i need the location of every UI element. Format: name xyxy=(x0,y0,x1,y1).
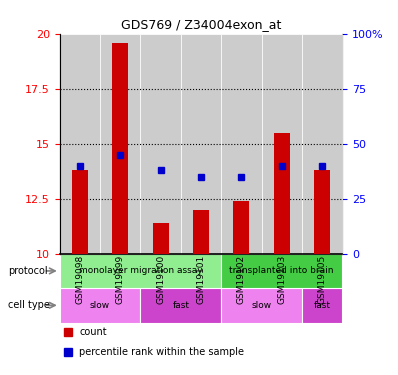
Bar xyxy=(181,34,221,254)
Title: GDS769 / Z34004exon_at: GDS769 / Z34004exon_at xyxy=(121,18,281,31)
Bar xyxy=(302,34,342,254)
Bar xyxy=(100,34,140,254)
Bar xyxy=(221,34,261,254)
Text: slow: slow xyxy=(252,301,271,310)
Bar xyxy=(72,170,88,254)
Text: monolayer migration assay: monolayer migration assay xyxy=(79,267,202,276)
Text: transplanted into brain: transplanted into brain xyxy=(230,267,334,276)
Text: cell type: cell type xyxy=(8,300,50,310)
Bar xyxy=(261,34,302,254)
Text: count: count xyxy=(80,327,107,337)
Text: protocol: protocol xyxy=(8,266,48,276)
Bar xyxy=(221,254,342,288)
Text: fast: fast xyxy=(314,301,331,310)
Bar xyxy=(274,133,290,254)
Text: percentile rank within the sample: percentile rank within the sample xyxy=(80,347,244,357)
Bar xyxy=(233,201,250,254)
Text: slow: slow xyxy=(90,301,110,310)
Bar xyxy=(140,288,221,322)
Bar xyxy=(60,34,100,254)
Bar xyxy=(60,288,140,322)
Bar xyxy=(112,42,128,254)
Bar xyxy=(140,34,181,254)
Bar xyxy=(193,210,209,254)
Bar xyxy=(314,170,330,254)
Bar xyxy=(302,288,342,322)
Bar xyxy=(152,223,169,254)
Bar xyxy=(221,288,302,322)
Bar xyxy=(60,254,221,288)
Text: fast: fast xyxy=(172,301,189,310)
